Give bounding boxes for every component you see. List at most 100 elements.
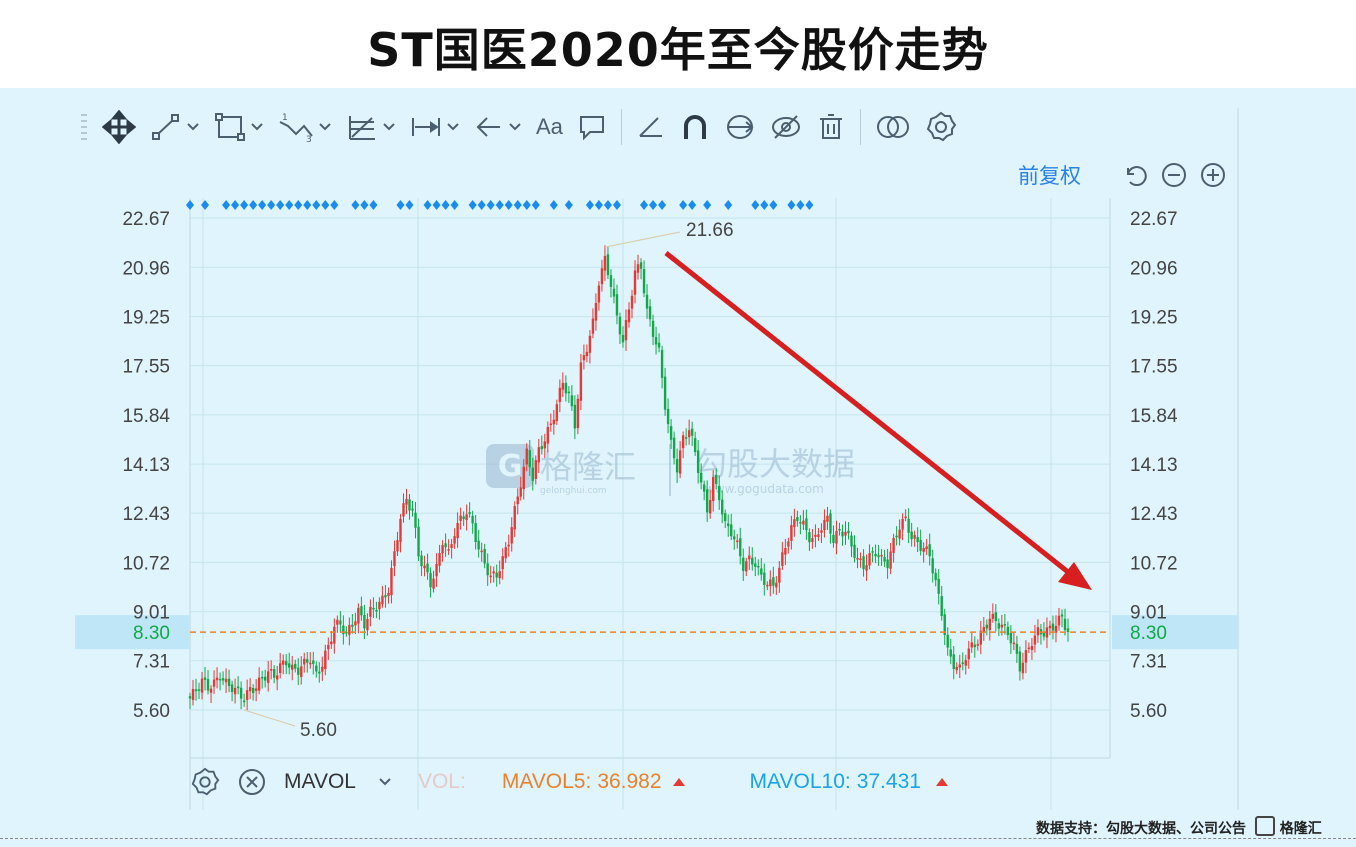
- price-tag-left-bg: [75, 615, 190, 650]
- candle-body: [588, 335, 592, 353]
- candle-body: [1057, 615, 1061, 626]
- candle-body: [242, 700, 246, 703]
- candle-body: [958, 664, 961, 668]
- candle-body: [486, 563, 489, 576]
- candle-body: [357, 607, 360, 624]
- high-label: 21.66: [686, 220, 734, 241]
- compare-icon[interactable]: [875, 112, 911, 142]
- candle-body: [814, 534, 817, 537]
- move-icon[interactable]: [102, 110, 136, 144]
- zoom-in-icon[interactable]: [1200, 162, 1226, 188]
- candle-body: [336, 619, 339, 625]
- candle-body: [892, 538, 895, 553]
- candle-body: [450, 544, 453, 548]
- svg-text:G: G: [498, 449, 523, 484]
- candle-body: [221, 678, 225, 681]
- y-tick-left: 15.84: [122, 406, 170, 427]
- candle-body: [970, 642, 973, 648]
- event-marker: [585, 200, 594, 210]
- candle-body: [886, 559, 889, 569]
- candle-body: [609, 275, 613, 288]
- indicator-settings-icon[interactable]: [190, 767, 220, 797]
- event-marker: [201, 200, 210, 210]
- candle-body: [279, 663, 282, 674]
- y-tick-left: 19.25: [122, 308, 170, 329]
- measure-tool-icon[interactable]: [410, 112, 460, 142]
- candle-body: [976, 644, 979, 646]
- candle-body: [294, 663, 297, 669]
- candle-body: [811, 538, 814, 542]
- event-marker: [760, 200, 769, 210]
- arrow-tool-icon[interactable]: [474, 112, 522, 142]
- candle-body: [904, 516, 907, 519]
- candle-body: [1009, 632, 1013, 644]
- candle-body: [396, 540, 399, 552]
- y-tick-right: 20.96: [1130, 258, 1178, 279]
- candle-body: [444, 543, 447, 548]
- candle-body: [964, 660, 967, 666]
- sync-icon[interactable]: [724, 112, 756, 142]
- candle-body: [663, 376, 667, 410]
- event-marker: [321, 200, 330, 210]
- line-tool-icon[interactable]: [150, 112, 200, 142]
- candle-body: [200, 678, 204, 693]
- candle-body: [862, 556, 865, 570]
- candle-body: [528, 450, 531, 468]
- event-marker: [231, 200, 240, 210]
- toolbar-divider: [859, 109, 861, 145]
- candle-body: [949, 649, 952, 657]
- hide-icon[interactable]: [770, 112, 802, 142]
- candle-body: [940, 596, 943, 617]
- trash-icon[interactable]: [816, 112, 846, 142]
- candle-body: [402, 503, 405, 517]
- candle-body: [282, 660, 285, 665]
- indicator-select[interactable]: MAVOL: [284, 770, 392, 794]
- candle-body: [621, 334, 625, 343]
- candle-body: [342, 625, 345, 635]
- magnet-icon[interactable]: [680, 112, 710, 142]
- candle-body: [699, 472, 703, 483]
- event-marker: [441, 200, 450, 210]
- angle-tool-icon[interactable]: [636, 112, 666, 142]
- y-tick-right: 15.84: [1130, 406, 1178, 427]
- event-marker: [751, 200, 760, 210]
- candle-body: [378, 601, 381, 610]
- vol-label: VOL:: [417, 770, 466, 793]
- candle-body: [651, 320, 655, 337]
- settings-icon[interactable]: [925, 111, 957, 143]
- candle-body: [366, 618, 369, 631]
- candle-body: [916, 536, 919, 543]
- rectangle-tool-icon[interactable]: [214, 112, 264, 142]
- candle-body: [513, 506, 516, 530]
- undo-icon[interactable]: [1122, 162, 1148, 188]
- y-tick-left: 10.72: [122, 553, 170, 574]
- fib-tool-icon[interactable]: [346, 112, 396, 142]
- candle-body: [633, 270, 637, 295]
- candle-body: [898, 529, 901, 539]
- candle-body: [711, 476, 715, 501]
- candle-body: [856, 558, 859, 560]
- indicator-name: MAVOL: [284, 770, 356, 793]
- candle-body: [760, 568, 763, 575]
- candle-body: [826, 515, 829, 522]
- text-tool-icon[interactable]: Aa: [536, 114, 563, 139]
- close-indicator-icon[interactable]: [238, 768, 266, 796]
- candle-body: [913, 534, 916, 539]
- candle-body: [516, 496, 519, 505]
- zoom-out-icon[interactable]: [1161, 162, 1187, 188]
- candle-body: [492, 571, 495, 574]
- candle-body: [272, 669, 276, 678]
- comment-tool-icon[interactable]: [577, 112, 607, 142]
- watermark-data-url: www.gogudata.com: [705, 482, 824, 496]
- candle-body: [203, 677, 207, 680]
- footer-logo-icon: [1254, 816, 1275, 836]
- candle-body: [672, 437, 676, 459]
- event-marker: [679, 200, 688, 210]
- y-tick-left: 20.96: [122, 258, 170, 279]
- candle-body: [754, 563, 757, 567]
- price-adjustment-button[interactable]: 前复权: [1018, 165, 1081, 188]
- candle-body: [829, 513, 832, 534]
- event-marker: [351, 200, 360, 210]
